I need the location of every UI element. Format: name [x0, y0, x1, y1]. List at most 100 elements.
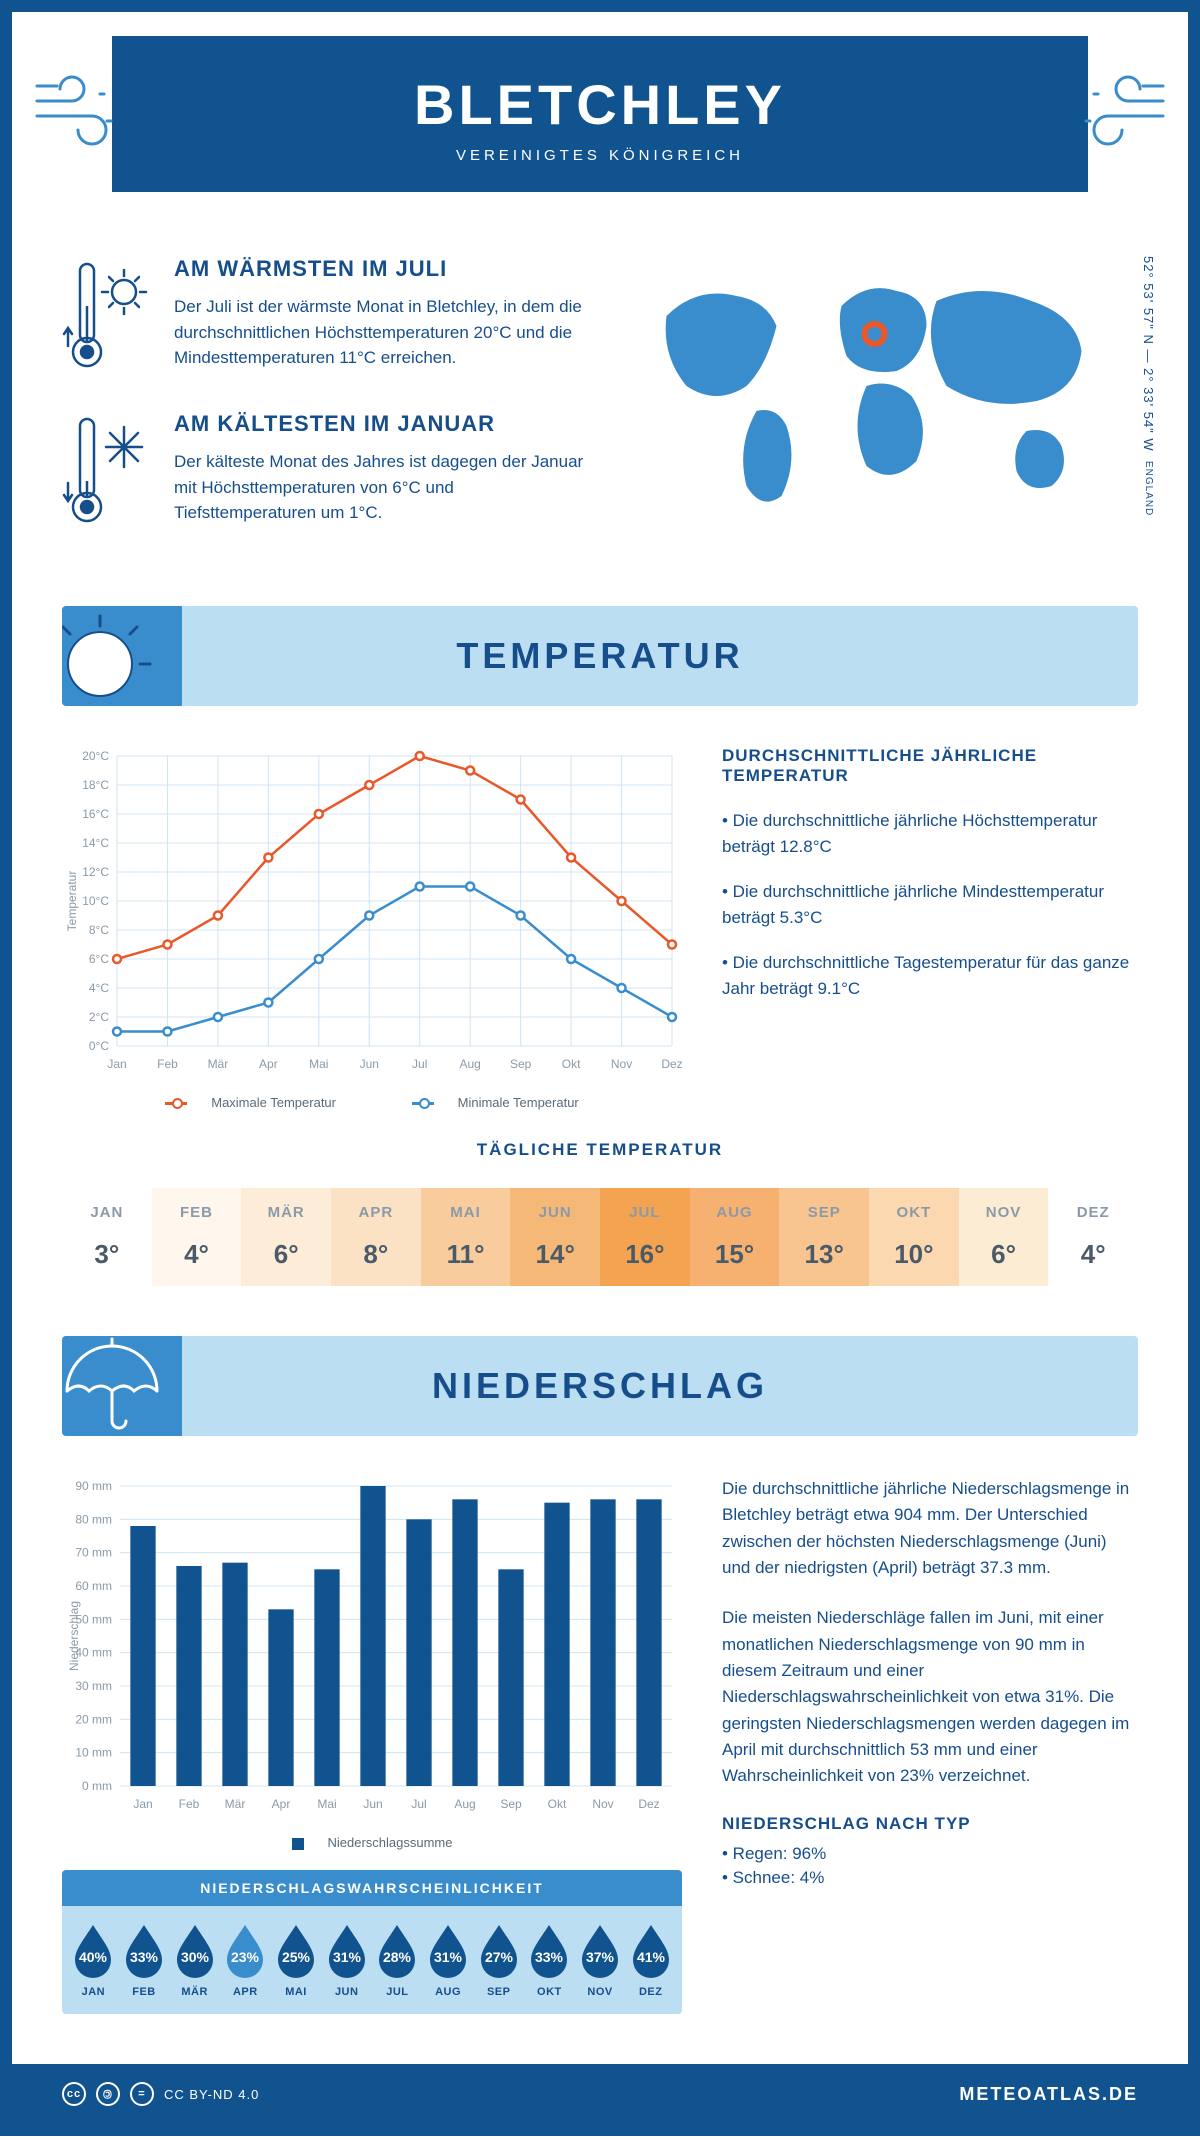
by-icon: 🄯	[96, 2082, 120, 2106]
precip-text-1: Die durchschnittliche jährliche Niedersc…	[722, 1476, 1138, 1581]
svg-text:Jan: Jan	[133, 1797, 152, 1811]
svg-text:41%: 41%	[637, 1949, 666, 1965]
precipitation-probability: NIEDERSCHLAGSWAHRSCHEINLICHKEIT 40%JAN33…	[62, 1870, 682, 2014]
svg-text:Niederschlag: Niederschlag	[67, 1601, 81, 1671]
precipitation-section-header: NIEDERSCHLAG	[62, 1336, 1138, 1436]
warmest-text: Der Juli ist der wärmste Monat in Bletch…	[174, 294, 585, 371]
warmest-title: AM WÄRMSTEN IM JULI	[174, 256, 585, 282]
temperature-title: TEMPERATUR	[456, 635, 743, 677]
svg-text:10°C: 10°C	[82, 894, 109, 908]
svg-text:Jan: Jan	[107, 1057, 126, 1071]
probability-drop: 40%JAN	[70, 1922, 117, 1998]
svg-text:Nov: Nov	[611, 1057, 632, 1071]
svg-text:0°C: 0°C	[89, 1039, 109, 1053]
svg-text:Mai: Mai	[317, 1797, 336, 1811]
svg-text:40%: 40%	[79, 1949, 108, 1965]
svg-text:Okt: Okt	[562, 1057, 581, 1071]
svg-text:31%: 31%	[333, 1949, 362, 1965]
svg-text:33%: 33%	[535, 1949, 564, 1965]
svg-text:28%: 28%	[383, 1949, 412, 1965]
probability-drop: 41%DEZ	[627, 1922, 674, 1998]
svg-text:12°C: 12°C	[82, 865, 109, 879]
temperature-info: DURCHSCHNITTLICHE JÄHRLICHE TEMPERATUR •…	[722, 746, 1138, 1110]
svg-text:Dez: Dez	[638, 1797, 659, 1811]
probability-drop: 27%SEP	[475, 1922, 522, 1998]
page-title: BLETCHLEY	[112, 72, 1088, 137]
svg-text:18°C: 18°C	[82, 778, 109, 792]
precip-text-2: Die meisten Niederschläge fallen im Juni…	[722, 1605, 1138, 1789]
wind-icon	[32, 66, 132, 156]
thermometer-cold-icon	[62, 411, 152, 531]
precipitation-chart: 0 mm10 mm20 mm30 mm40 mm50 mm60 mm70 mm8…	[62, 1476, 682, 1850]
coordinates: 52° 53' 57" N — 2° 33' 54" W ENGLAND	[1141, 256, 1156, 516]
temperature-legend: Maximale Temperatur Minimale Temperatur	[62, 1095, 682, 1110]
precip-type-rain: • Regen: 96%	[722, 1844, 1138, 1864]
month-box: OKT10°	[869, 1188, 959, 1286]
cc-icon: cc	[62, 2082, 86, 2106]
month-box: FEB4°	[152, 1188, 242, 1286]
svg-text:33%: 33%	[130, 1949, 159, 1965]
svg-text:6°C: 6°C	[89, 952, 109, 966]
svg-text:20 mm: 20 mm	[75, 1712, 112, 1726]
temp-bullet-1: • Die durchschnittliche jährliche Höchst…	[722, 808, 1138, 859]
umbrella-icon	[62, 1336, 182, 1436]
probability-drop: 31%JUN	[323, 1922, 370, 1998]
svg-text:Aug: Aug	[454, 1797, 475, 1811]
precipitation-info: Die durchschnittliche jährliche Niedersc…	[722, 1476, 1138, 2014]
temp-info-title: DURCHSCHNITTLICHE JÄHRLICHE TEMPERATUR	[722, 746, 1138, 786]
svg-text:4°C: 4°C	[89, 981, 109, 995]
probability-drop: 23%APR	[222, 1922, 269, 1998]
month-box: MÄR6°	[241, 1188, 331, 1286]
precip-by-type-title: NIEDERSCHLAG NACH TYP	[722, 1814, 1138, 1834]
temperature-chart: 0°C2°C4°C6°C8°C10°C12°C14°C16°C18°C20°CJ…	[62, 746, 682, 1110]
svg-text:Dez: Dez	[661, 1057, 682, 1071]
svg-text:31%: 31%	[434, 1949, 463, 1965]
page-container: BLETCHLEY VEREINIGTES KÖNIGREICH AM WÄRM…	[0, 0, 1200, 2136]
coldest-block: AM KÄLTESTEN IM JANUAR Der kälteste Mona…	[62, 411, 585, 536]
svg-text:Feb: Feb	[157, 1057, 178, 1071]
probability-drop: 25%MAI	[273, 1922, 320, 1998]
coldest-title: AM KÄLTESTEN IM JANUAR	[174, 411, 585, 437]
month-box: SEP13°	[779, 1188, 869, 1286]
svg-text:90 mm: 90 mm	[75, 1479, 112, 1493]
svg-text:Okt: Okt	[548, 1797, 567, 1811]
svg-text:Jul: Jul	[411, 1797, 426, 1811]
warmest-block: AM WÄRMSTEN IM JULI Der Juli ist der wär…	[62, 256, 585, 381]
nd-icon: =	[130, 2082, 154, 2106]
month-box: DEZ4°	[1048, 1188, 1138, 1286]
svg-text:Temperatur: Temperatur	[65, 871, 79, 932]
svg-text:27%: 27%	[485, 1949, 514, 1965]
svg-text:30%: 30%	[181, 1949, 210, 1965]
svg-text:Jun: Jun	[363, 1797, 382, 1811]
svg-text:Mär: Mär	[225, 1797, 246, 1811]
probability-title: NIEDERSCHLAGSWAHRSCHEINLICHKEIT	[62, 1870, 682, 1906]
temp-bullet-3: • Die durchschnittliche Tagestemperatur …	[722, 950, 1138, 1001]
probability-drop: 33%FEB	[121, 1922, 168, 1998]
header: BLETCHLEY VEREINIGTES KÖNIGREICH	[112, 36, 1088, 192]
svg-text:23%: 23%	[231, 1949, 260, 1965]
world-map-icon	[615, 256, 1138, 516]
temp-bullet-2: • Die durchschnittliche jährliche Mindes…	[722, 879, 1138, 930]
month-box: JAN3°	[62, 1188, 152, 1286]
svg-text:37%: 37%	[586, 1949, 615, 1965]
svg-text:10 mm: 10 mm	[75, 1746, 112, 1760]
footer: cc 🄯 = CC BY-ND 4.0 METEOATLAS.DE	[12, 2064, 1188, 2124]
svg-text:Sep: Sep	[500, 1797, 522, 1811]
month-box: AUG15°	[690, 1188, 780, 1286]
svg-text:70 mm: 70 mm	[75, 1546, 112, 1560]
svg-text:Apr: Apr	[259, 1057, 278, 1071]
intro-section: AM WÄRMSTEN IM JULI Der Juli ist der wär…	[12, 216, 1188, 596]
svg-text:Sep: Sep	[510, 1057, 532, 1071]
daily-temperature: TÄGLICHE TEMPERATUR JAN3°FEB4°MÄR6°APR8°…	[12, 1140, 1188, 1326]
svg-text:2°C: 2°C	[89, 1010, 109, 1024]
precipitation-legend: Niederschlagssumme	[62, 1835, 682, 1850]
svg-text:25%: 25%	[282, 1949, 311, 1965]
coldest-text: Der kälteste Monat des Jahres ist dagege…	[174, 449, 585, 526]
month-box: JUN14°	[510, 1188, 600, 1286]
site-name: METEOATLAS.DE	[959, 2084, 1138, 2105]
svg-text:Jul: Jul	[412, 1057, 427, 1071]
svg-text:0 mm: 0 mm	[82, 1779, 112, 1793]
svg-text:60 mm: 60 mm	[75, 1579, 112, 1593]
svg-text:Apr: Apr	[272, 1797, 291, 1811]
license-text: CC BY-ND 4.0	[164, 2087, 259, 2102]
